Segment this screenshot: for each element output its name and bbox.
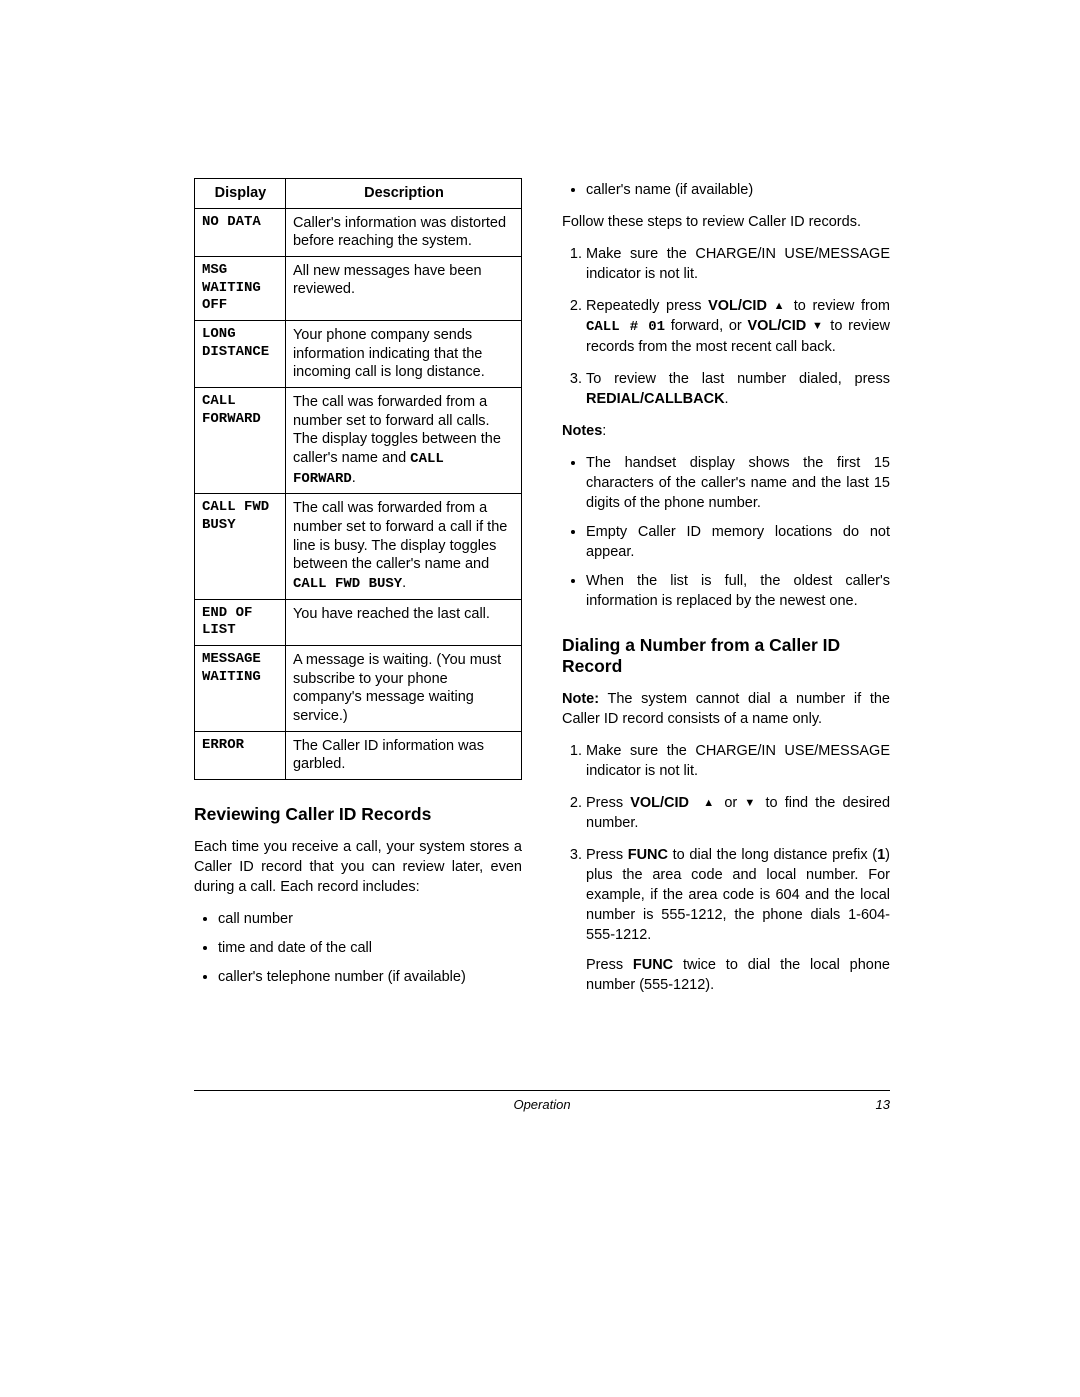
desc-text-post: .	[402, 575, 406, 591]
table-row: LONG DISTANCE Your phone company sends i…	[195, 321, 522, 388]
txt: forward, or	[665, 318, 747, 334]
desc-text-pre: The call was forwarded from a number set…	[293, 394, 501, 466]
display-description-table: Display Description NO DATA Caller's inf…	[194, 178, 522, 780]
footer-section-title: Operation	[234, 1097, 850, 1112]
cell-display: END OF LIST	[195, 599, 286, 646]
txt: Press	[586, 957, 633, 973]
list-item: time and date of the call	[218, 938, 522, 958]
txt: to dial the long distance prefix (	[668, 847, 877, 863]
follow-text: Follow these steps to review Caller ID r…	[562, 212, 890, 232]
notes-list: The handset display shows the first 15 c…	[562, 453, 890, 611]
cell-description: The call was forwarded from a number set…	[285, 494, 521, 599]
cell-description: Caller's information was distorted befor…	[285, 208, 521, 256]
txt: Repeatedly press	[586, 298, 708, 314]
step-item: Press VOL/CID ▲ or ▼ to find the desired…	[586, 793, 890, 833]
document-page: Display Description NO DATA Caller's inf…	[0, 0, 1080, 1397]
cell-description: You have reached the last call.	[285, 599, 521, 646]
txt: to review from	[787, 298, 890, 314]
step-item: To review the last number dialed, press …	[586, 369, 890, 409]
table-header-description: Description	[285, 179, 521, 209]
cell-description: The call was forwarded from a number set…	[285, 388, 521, 494]
down-triangle-icon: ▼	[812, 320, 825, 332]
list-item: call number	[218, 909, 522, 929]
cell-display: LONG DISTANCE	[195, 321, 286, 388]
table-row: MSG WAITING OFF All new messages have be…	[195, 256, 522, 321]
step-item: Press FUNC to dial the long distance pre…	[586, 845, 890, 995]
cell-display: NO DATA	[195, 208, 286, 256]
redial-label: REDIAL/CALLBACK	[586, 391, 725, 407]
txt: Press	[586, 795, 630, 811]
call-01-label: CALL # 01	[586, 319, 665, 335]
table-row: END OF LIST You have reached the last ca…	[195, 599, 522, 646]
up-triangle-icon: ▲	[703, 797, 717, 809]
table-row: NO DATA Caller's information was distort…	[195, 208, 522, 256]
cell-description: A message is waiting. (You must subscrib…	[285, 646, 521, 731]
review-steps: Make sure the CHARGE/IN USE/MESSAGE indi…	[562, 244, 890, 409]
up-triangle-icon: ▲	[774, 300, 788, 312]
desc-text-pre: The call was forwarded from a number set…	[293, 500, 507, 572]
table-header-display: Display	[195, 179, 286, 209]
dial-steps: Make sure the CHARGE/IN USE/MESSAGE indi…	[562, 741, 890, 995]
cell-display: ERROR	[195, 731, 286, 779]
notes-label: Notes	[562, 423, 602, 439]
dialing-heading: Dialing a Number from a Caller ID Record	[562, 635, 890, 677]
cont-bullets: caller's name (if available)	[562, 180, 890, 200]
footer-left	[194, 1097, 234, 1112]
two-column-layout: Display Description NO DATA Caller's inf…	[194, 178, 890, 1007]
vol-cid-label: VOL/CID	[708, 298, 767, 314]
dial-note: Note: The system cannot dial a number if…	[562, 689, 890, 729]
one-label: 1	[877, 847, 885, 863]
list-item: The handset display shows the first 15 c…	[586, 453, 890, 513]
step-item: Make sure the CHARGE/IN USE/MESSAGE indi…	[586, 244, 890, 284]
list-item: caller's telephone number (if available)	[218, 967, 522, 987]
cell-description: Your phone company sends information ind…	[285, 321, 521, 388]
page-number: 13	[850, 1097, 890, 1112]
note-label: Note:	[562, 691, 599, 707]
list-item: caller's name (if available)	[586, 180, 890, 200]
note-body: The system cannot dial a number if the C…	[562, 691, 890, 727]
left-column: Display Description NO DATA Caller's inf…	[194, 178, 522, 1007]
reviewing-heading: Reviewing Caller ID Records	[194, 804, 522, 825]
notes-heading: Notes:	[562, 421, 890, 441]
txt: Press	[586, 847, 628, 863]
table-row: CALL FORWARD The call was forwarded from…	[195, 388, 522, 494]
cell-description: All new messages have been reviewed.	[285, 256, 521, 321]
reviewing-intro: Each time you receive a call, your syste…	[194, 837, 522, 897]
cell-display: CALL FWD BUSY	[195, 494, 286, 599]
page-footer: Operation 13	[194, 1090, 890, 1112]
desc-text-post: .	[352, 470, 356, 486]
list-item: Empty Caller ID memory locations do not …	[586, 522, 890, 562]
step-sub: Press FUNC twice to dial the local phone…	[586, 955, 890, 995]
txt: .	[725, 391, 729, 407]
right-column: caller's name (if available) Follow thes…	[562, 178, 890, 1007]
step-item: Make sure the CHARGE/IN USE/MESSAGE indi…	[586, 741, 890, 781]
table-row: CALL FWD BUSY The call was forwarded fro…	[195, 494, 522, 599]
func-label: FUNC	[633, 957, 673, 973]
table-header-row: Display Description	[195, 179, 522, 209]
table-row: ERROR The Caller ID information was garb…	[195, 731, 522, 779]
txt: or	[717, 795, 744, 811]
down-triangle-icon: ▼	[744, 797, 758, 809]
record-includes-list: call number time and date of the call ca…	[194, 909, 522, 987]
cell-display: CALL FORWARD	[195, 388, 286, 494]
step-item: Repeatedly press VOL/CID ▲ to review fro…	[586, 296, 890, 357]
cell-description: The Caller ID information was garbled.	[285, 731, 521, 779]
footer-row: Operation 13	[194, 1091, 890, 1112]
table-row: MESSAGE WAITING A message is waiting. (Y…	[195, 646, 522, 731]
list-item: When the list is full, the oldest caller…	[586, 571, 890, 611]
vol-cid-label: VOL/CID	[630, 795, 689, 811]
cell-display: MSG WAITING OFF	[195, 256, 286, 321]
cell-display: MESSAGE WAITING	[195, 646, 286, 731]
vol-cid-label: VOL/CID	[747, 318, 806, 334]
desc-mono: CALL FWD BUSY	[293, 576, 402, 592]
func-label: FUNC	[628, 847, 668, 863]
txt: To review the last number dialed, press	[586, 371, 890, 387]
